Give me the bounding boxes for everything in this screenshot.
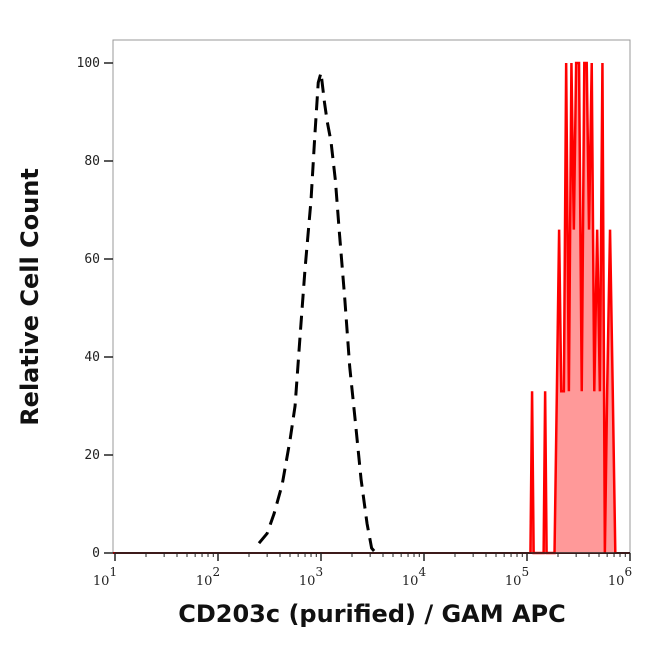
x-axis-title: CD203c (purified) / GAM APC (178, 600, 566, 628)
x-tick-label: 102 (196, 565, 220, 589)
x-tick-label: 103 (299, 565, 323, 589)
y-tick-label: 80 (84, 154, 100, 169)
y-tick-label: 20 (84, 448, 100, 463)
plot-frame (112, 39, 631, 554)
x-tick-label: 106 (608, 565, 632, 589)
y-tick-label: 60 (84, 252, 100, 267)
series-line-0 (257, 72, 377, 554)
y-tick-label: 40 (84, 350, 100, 365)
series-fill-1 (530, 63, 616, 553)
x-tick-label: 104 (402, 565, 427, 589)
y-tick-label: 0 (92, 546, 100, 561)
x-tick-label: 105 (505, 565, 529, 589)
y-axis-title: Relative Cell Count (16, 168, 44, 426)
y-tick-label: 100 (77, 56, 100, 71)
x-tick-label: 101 (93, 565, 117, 589)
